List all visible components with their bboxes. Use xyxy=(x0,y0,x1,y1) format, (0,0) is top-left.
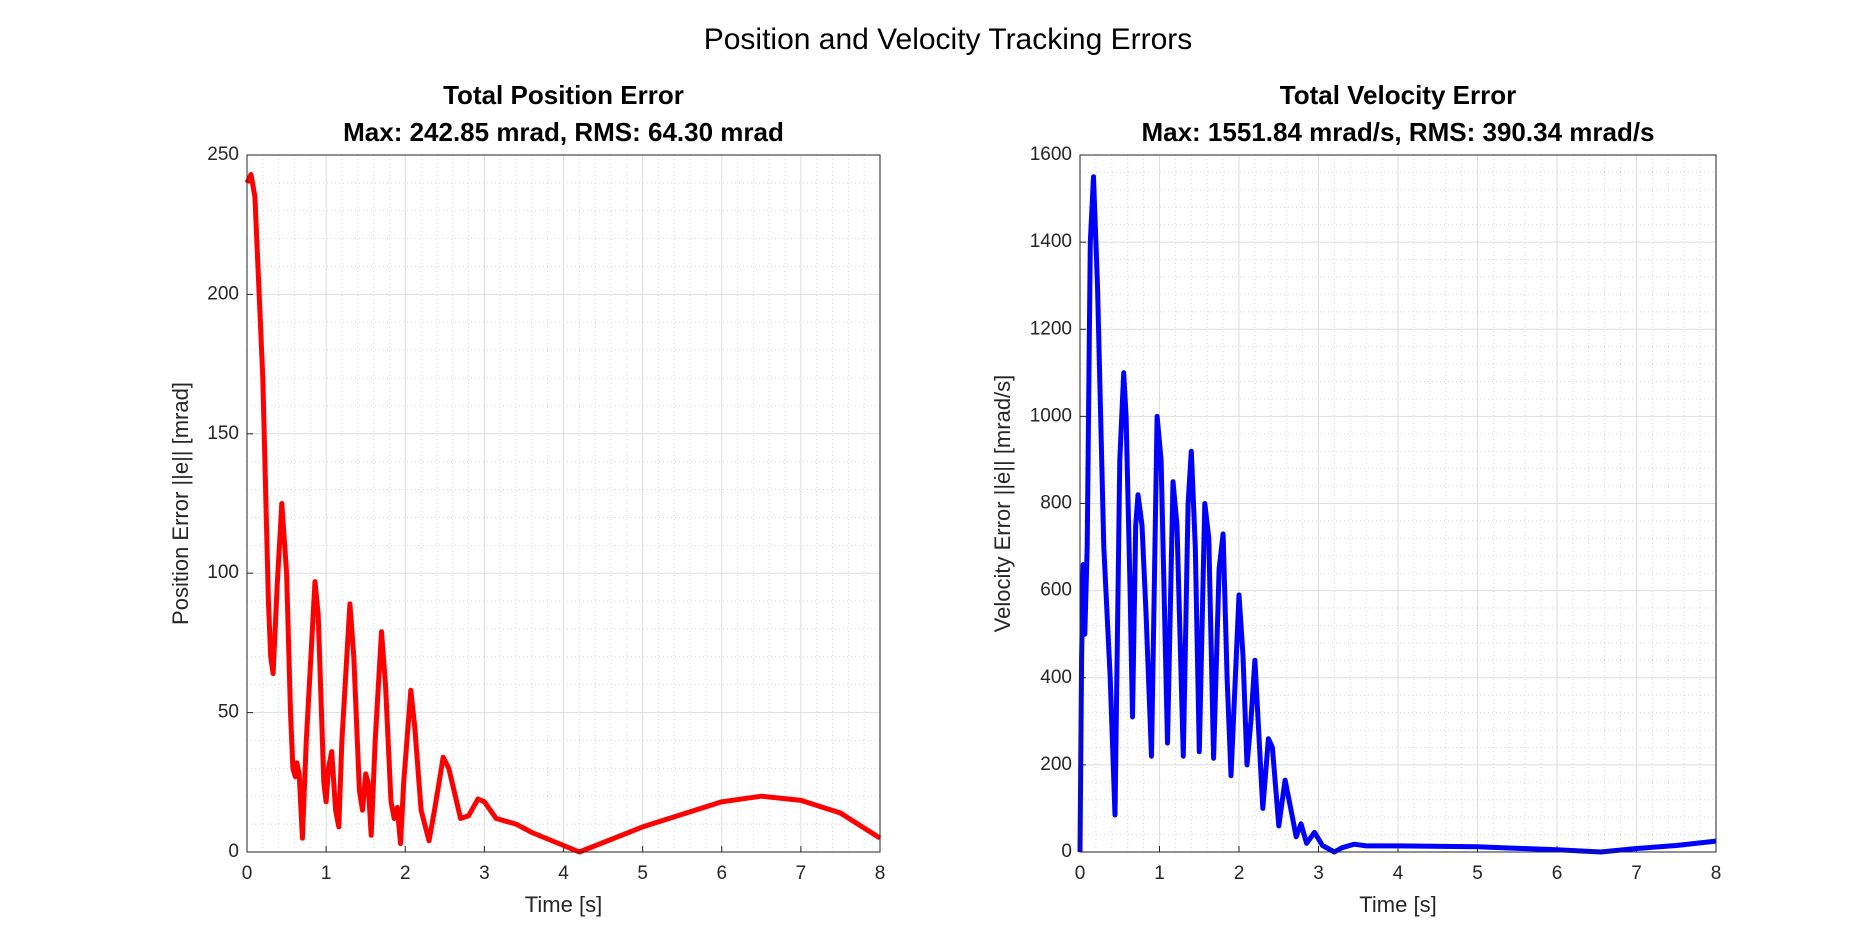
x-tick-label: 7 xyxy=(1631,863,1642,884)
x-tick-label: 6 xyxy=(1552,863,1563,884)
x-tick-label: 4 xyxy=(1393,863,1404,884)
y-axis-label: Velocity Error ||ė|| [mrad/s] xyxy=(990,375,1015,633)
x-tick-label: 5 xyxy=(1472,863,1483,884)
x-tick-label: 3 xyxy=(1313,863,1324,884)
x-tick-label: 8 xyxy=(1711,863,1722,884)
x-tick-label: 1 xyxy=(1154,863,1165,884)
y-axis-label: Position Error ||e|| [mrad] xyxy=(168,382,193,625)
subplot-title: Total Position Error xyxy=(443,80,684,110)
x-tick-label: 2 xyxy=(400,863,411,884)
y-tick-label: 1200 xyxy=(1030,318,1072,339)
x-tick-label: 3 xyxy=(479,863,490,884)
y-tick-label: 50 xyxy=(218,702,239,723)
x-tick-label: 4 xyxy=(558,863,569,884)
y-tick-label: 0 xyxy=(1061,841,1072,862)
axes-box xyxy=(1079,154,1717,853)
y-tick-label: 200 xyxy=(1040,754,1072,775)
subplot-title: Total Velocity Error xyxy=(1280,80,1516,110)
axes-box xyxy=(246,154,881,853)
subplot-subtitle: Max: 242.85 mrad, RMS: 64.30 mrad xyxy=(343,117,784,147)
x-tick-label: 5 xyxy=(637,863,648,884)
y-tick-label: 600 xyxy=(1040,580,1072,601)
y-tick-label: 1000 xyxy=(1030,405,1072,426)
x-tick-label: 1 xyxy=(321,863,332,884)
y-tick-label: 100 xyxy=(207,562,239,583)
figure-title: Position and Velocity Tracking Errors xyxy=(704,23,1193,56)
data-line xyxy=(1077,174,1717,855)
y-tick-label: 150 xyxy=(207,423,239,444)
x-tick-label: 6 xyxy=(716,863,727,884)
x-tick-label: 2 xyxy=(1234,863,1245,884)
data-line xyxy=(244,172,882,855)
x-tick-label: 7 xyxy=(796,863,807,884)
y-tick-label: 250 xyxy=(207,144,239,165)
x-axis-label: Time [s] xyxy=(1359,892,1436,917)
x-tick-label: 0 xyxy=(242,863,253,884)
y-tick-label: 0 xyxy=(228,841,239,862)
y-tick-label: 1400 xyxy=(1030,231,1072,252)
x-tick-label: 8 xyxy=(875,863,886,884)
y-tick-label: 200 xyxy=(207,283,239,304)
x-tick-label: 0 xyxy=(1075,863,1086,884)
subplot-subtitle: Max: 1551.84 mrad/s, RMS: 390.34 mrad/s xyxy=(1141,117,1654,147)
y-tick-label: 400 xyxy=(1040,667,1072,688)
y-tick-label: 800 xyxy=(1040,493,1072,514)
y-tick-label: 1600 xyxy=(1030,144,1072,165)
x-axis-label: Time [s] xyxy=(525,892,602,917)
